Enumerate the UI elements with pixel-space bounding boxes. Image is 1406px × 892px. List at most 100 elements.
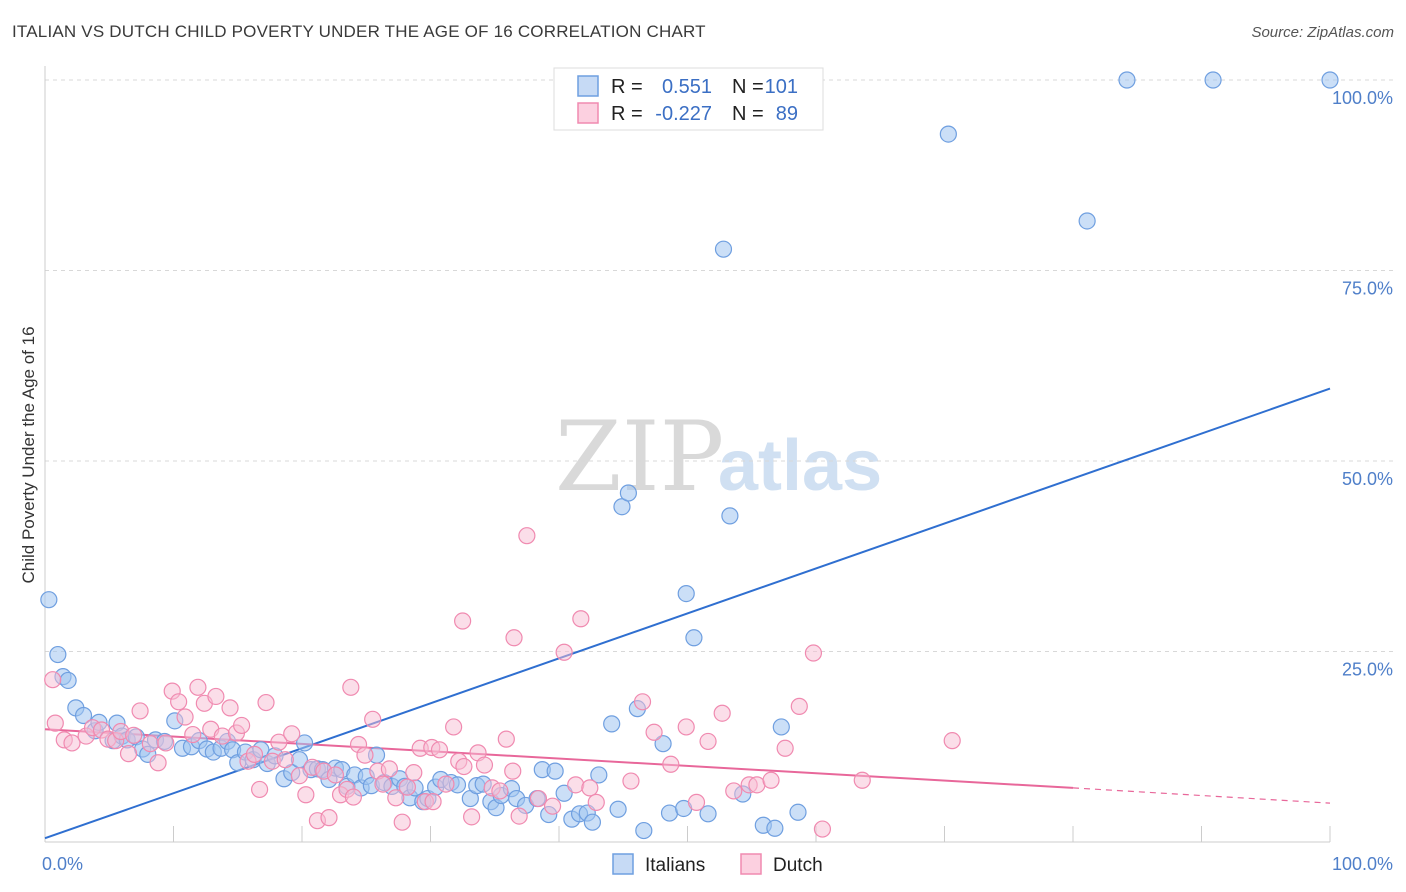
dutch-point (270, 733, 288, 751)
y-tick-label: 50.0% (1342, 469, 1393, 489)
y-tick-label: 25.0% (1342, 660, 1393, 680)
italians-point (59, 671, 77, 690)
dutch-point (405, 764, 423, 782)
italians-point (603, 715, 621, 733)
dutch-trend-extension (1072, 787, 1331, 804)
italians-point (789, 803, 807, 821)
tick-labels: 25.0% 50.0% 75.0% 100.0% 0.0% 100.0% (42, 88, 1393, 874)
chart-title: ITALIAN VS DUTCH CHILD POVERTY UNDER THE… (12, 22, 706, 41)
dutch-point (221, 699, 239, 717)
italians-point (721, 507, 739, 525)
dutch-point (356, 746, 374, 764)
dutch-point (46, 714, 64, 732)
grid-lines (45, 79, 1395, 652)
legend-bottom-label-italians: Italians (645, 855, 705, 876)
dutch-point (529, 789, 548, 808)
dutch-point (454, 612, 472, 630)
italians-point (609, 800, 627, 818)
dutch-point (504, 762, 522, 780)
axes (44, 66, 1331, 843)
dutch-point (776, 739, 794, 757)
dutch-point (622, 772, 640, 790)
dutch-point (581, 779, 599, 797)
dutch-point (233, 716, 251, 735)
dutch-point (463, 808, 481, 826)
legend-swatch-italians (577, 75, 599, 97)
legend-stats: R = 0.551 N = 101 R = -0.227 N = 89 (553, 67, 824, 131)
dutch-point (176, 708, 194, 726)
dutch-point (326, 766, 345, 784)
italians-point (635, 821, 653, 840)
legend-n-label-dutch: N = (732, 103, 764, 125)
dutch-point (189, 678, 207, 696)
italians-point (939, 125, 957, 143)
dutch-point (213, 727, 231, 745)
dutch-point (572, 610, 590, 628)
legend-r-label-dutch: R = (611, 103, 643, 125)
dutch-point (713, 704, 731, 722)
italians-point (1078, 212, 1096, 230)
y-tick-label: 75.0% (1342, 279, 1393, 299)
y-tick-label: 100.0% (1332, 88, 1393, 108)
dutch-point (250, 780, 269, 799)
dutch-point (170, 693, 188, 711)
data-points (40, 71, 1339, 840)
italians-point (295, 734, 314, 752)
italians-point (699, 805, 717, 823)
dutch-point (567, 776, 585, 794)
watermark-zip: ZIP (555, 401, 724, 513)
dutch-point (455, 757, 473, 776)
dutch-point (497, 730, 515, 748)
dutch-point (364, 710, 382, 728)
italians-point (555, 784, 573, 802)
italians-point (677, 584, 695, 603)
italians-point (772, 718, 790, 736)
legend-r-value-dutch: -0.227 (655, 103, 712, 125)
dutch-point (662, 755, 680, 773)
dutch-point (257, 693, 275, 712)
dutch-point (387, 789, 405, 807)
dutch-point (424, 793, 442, 811)
legend-n-value-italians: 101 (765, 76, 798, 98)
legend-swatch-dutch (577, 102, 599, 124)
legend-n-label-italians: N = (732, 76, 764, 98)
dutch-point (245, 745, 264, 763)
dutch-point (207, 687, 225, 706)
dutch-point (445, 718, 463, 736)
dutch-point (374, 775, 392, 793)
legend-bottom-label-dutch: Dutch (773, 855, 823, 876)
italians-point (685, 629, 703, 647)
italians-point (74, 706, 93, 725)
dutch-point (119, 745, 138, 763)
italians-point (583, 813, 602, 831)
dutch-point (430, 741, 449, 759)
legend-bottom-swatch-dutch (740, 853, 762, 875)
dutch-point (141, 735, 159, 753)
dutch-point (510, 807, 528, 825)
dutch-point (853, 771, 871, 789)
dutch-point (125, 726, 143, 744)
legend-n-value-dutch: 89 (776, 103, 798, 125)
italians-point (49, 645, 67, 664)
italians-point (714, 240, 733, 258)
dutch-point (725, 782, 743, 800)
italians-point (1321, 71, 1339, 89)
x-tick-label-min: 0.0% (42, 854, 83, 874)
dutch-point (762, 771, 780, 789)
italians-point (1204, 71, 1222, 89)
dutch-point (555, 643, 573, 661)
dutch-point (290, 767, 309, 785)
dutch-point (283, 725, 301, 743)
dutch-point (645, 723, 663, 741)
dutch-point (344, 788, 362, 806)
x-tick-label-max: 100.0% (1332, 854, 1393, 874)
dutch-point (475, 756, 494, 774)
legend-r-label-italians: R = (611, 76, 643, 98)
watermark-atlas: atlas (718, 426, 882, 506)
dutch-point (380, 760, 398, 778)
italians-point (619, 484, 637, 502)
dutch-point (687, 793, 706, 811)
italians-point (546, 762, 564, 780)
dutch-point (184, 725, 202, 744)
